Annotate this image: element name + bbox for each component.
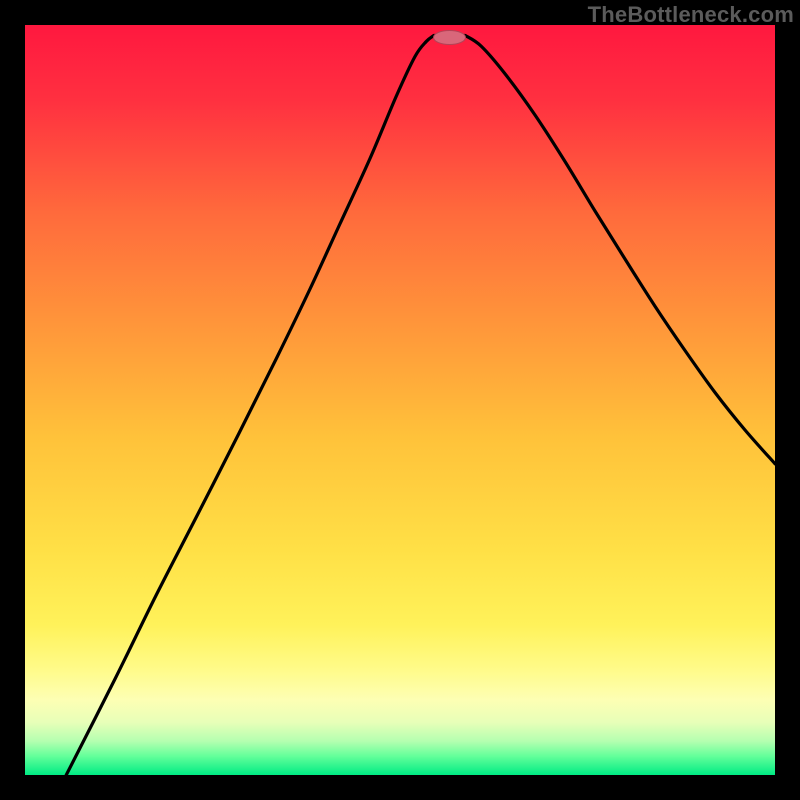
- gradient-background: [25, 25, 775, 775]
- optimum-marker: [434, 31, 466, 45]
- bottleneck-chart: [0, 0, 800, 800]
- watermark-text: TheBottleneck.com: [588, 2, 794, 28]
